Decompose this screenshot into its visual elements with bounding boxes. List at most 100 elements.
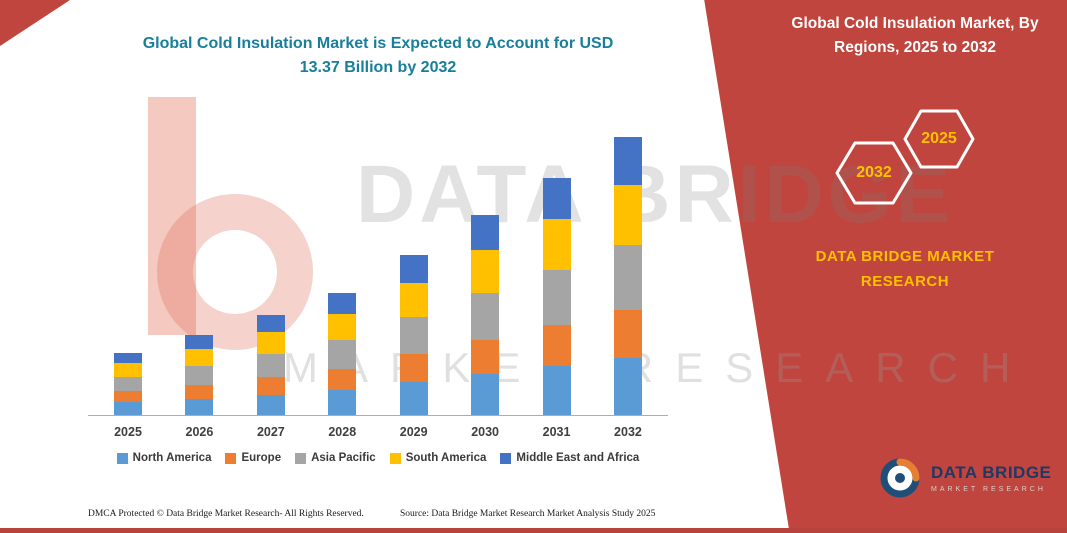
bar-segment-south-america-2026 (185, 348, 214, 367)
legend-label: South America (405, 452, 487, 464)
bar-segment-north-america-2030 (471, 374, 500, 415)
bar-segment-middle-east-and-africa-2025 (114, 352, 142, 364)
brand-text-line1: DATA BRIDGE MARKET (815, 248, 995, 265)
logo-title: DATA BRIDGE (931, 463, 1052, 482)
hexagon-year-label: 2025 (921, 130, 957, 147)
bar-segment-north-america-2028 (328, 390, 357, 415)
chart-title: Global Cold Insulation Market is Expecte… (120, 32, 636, 80)
bar-segment-south-america-2031 (542, 218, 571, 270)
stacked-bar-2025 (114, 352, 142, 415)
logo-texts: DATA BRIDGE MARKET RESEARCH (931, 463, 1051, 493)
data-bridge-logo-icon (880, 458, 920, 498)
bar-segment-north-america-2025 (114, 402, 142, 415)
stacked-bar-2026 (185, 335, 214, 415)
bar-column-2032 (608, 137, 648, 415)
bar-column-2031 (537, 177, 577, 415)
brand-text: DATA BRIDGE MARKET RESEARCH (790, 244, 1020, 294)
legend-item-middle-east-and-africa: Middle East and Africa (500, 452, 639, 464)
bar-segment-north-america-2031 (542, 366, 571, 415)
bar-segment-south-america-2027 (256, 332, 285, 355)
brand-text-line2: RESEARCH (860, 273, 950, 290)
bar-segment-europe-2027 (256, 377, 285, 395)
legend-label: Europe (241, 452, 282, 464)
x-axis-label-2028: 2028 (328, 425, 357, 439)
bar-column-2030 (465, 215, 505, 415)
stacked-bar-2028 (328, 292, 357, 415)
bar-segment-asia-pacific-2028 (328, 340, 357, 369)
legend-swatch-icon (295, 452, 307, 464)
bar-segment-north-america-2032 (613, 358, 642, 415)
bar-segment-asia-pacific-2030 (471, 292, 500, 340)
bar-column-2028 (322, 292, 362, 415)
legend-swatch-icon (116, 452, 128, 464)
hexagon-year-label: 2032 (856, 164, 892, 181)
bar-segment-asia-pacific-2025 (114, 376, 142, 392)
bar-segment-middle-east-and-africa-2030 (471, 215, 500, 250)
legend-item-south-america: South America (389, 452, 487, 464)
bar-segment-europe-2030 (471, 339, 500, 374)
bar-segment-europe-2031 (542, 325, 571, 367)
bar-segment-south-america-2025 (114, 363, 142, 377)
stacked-bar-2029 (399, 254, 428, 415)
x-axis-label-2032: 2032 (614, 425, 642, 439)
legend-label: North America (132, 452, 212, 464)
legend-item-europe: Europe (225, 452, 281, 464)
bar-segment-europe-2026 (185, 384, 214, 399)
company-logo: DATA BRIDGE MARKET RESEARCH (878, 456, 1051, 500)
corner-triangle-decoration (0, 0, 70, 46)
bar-segment-north-america-2027 (256, 394, 285, 415)
bar-segment-middle-east-and-africa-2031 (542, 177, 571, 219)
bar-column-2026 (179, 335, 219, 415)
bar-segment-europe-2028 (328, 368, 357, 390)
logo-subtitle: MARKET RESEARCH (931, 486, 1046, 493)
x-axis-label-2026: 2026 (185, 425, 214, 439)
legend-label: Middle East and Africa (516, 452, 640, 464)
banner-heading: Global Cold Insulation Market, By Region… (775, 12, 1055, 60)
footer-dmca-text: DMCA Protected © Data Bridge Market Rese… (88, 509, 364, 519)
banner-heading-line2: Regions, 2025 to 2032 (834, 39, 996, 56)
bar-segment-asia-pacific-2031 (542, 269, 571, 326)
stacked-bar-2030 (471, 215, 500, 415)
bar-segment-asia-pacific-2026 (185, 366, 214, 385)
stacked-bar-2027 (256, 315, 285, 415)
bar-segment-middle-east-and-africa-2027 (256, 315, 285, 333)
bottom-strip-decoration (0, 528, 1067, 533)
bar-segment-south-america-2030 (471, 249, 500, 293)
hexagon-badge-2032: 2032 (832, 140, 916, 206)
x-axis-label-2027: 2027 (256, 425, 285, 439)
bar-segment-asia-pacific-2029 (399, 317, 428, 355)
bar-segment-europe-2032 (613, 310, 642, 358)
bar-segment-north-america-2029 (399, 382, 428, 415)
bar-segment-south-america-2032 (613, 184, 642, 245)
bar-segment-middle-east-and-africa-2029 (399, 254, 428, 283)
hexagon-outline-icon (835, 141, 913, 205)
hexagon-badge-2025: 2025 (900, 108, 978, 170)
footer-source-text: Source: Data Bridge Market Research Mark… (400, 509, 656, 519)
legend-swatch-icon (389, 452, 401, 464)
legend: North America Europe Asia Pacific South Ame… (88, 452, 668, 464)
bar-segment-south-america-2029 (399, 282, 428, 318)
stacked-bar-2032 (613, 137, 642, 415)
bar-column-2029 (394, 254, 434, 415)
bar-segment-middle-east-and-africa-2032 (613, 137, 642, 185)
bar-segment-south-america-2028 (328, 313, 357, 341)
x-axis-label-2030: 2030 (471, 425, 500, 439)
bar-column-2027 (251, 315, 291, 415)
legend-item-north-america: North America (116, 452, 212, 464)
bar-segment-europe-2025 (114, 391, 142, 403)
legend-swatch-icon (225, 452, 237, 464)
stacked-bar-chart: 2025 2026 2027 2028 2029 2030 2031 2032 North A… (88, 115, 668, 464)
banner-heading-line1: Global Cold Insulation Market, By (791, 15, 1039, 32)
legend-item-asia-pacific: Asia Pacific (295, 452, 376, 464)
bar-segment-middle-east-and-africa-2028 (328, 292, 357, 314)
x-axis-labels: 2025 2026 2027 2028 2029 2030 2031 2032 (88, 425, 668, 439)
bar-column-2025 (108, 352, 148, 415)
hexagon-outline-icon (903, 109, 975, 169)
bar-segment-asia-pacific-2032 (613, 244, 642, 310)
chart-title-line2: 13.37 Billion by 2032 (299, 59, 457, 76)
bar-segment-middle-east-and-africa-2026 (185, 335, 214, 349)
bar-segment-europe-2029 (399, 354, 428, 383)
x-axis-label-2025: 2025 (114, 425, 142, 439)
stacked-bar-2031 (542, 177, 571, 415)
